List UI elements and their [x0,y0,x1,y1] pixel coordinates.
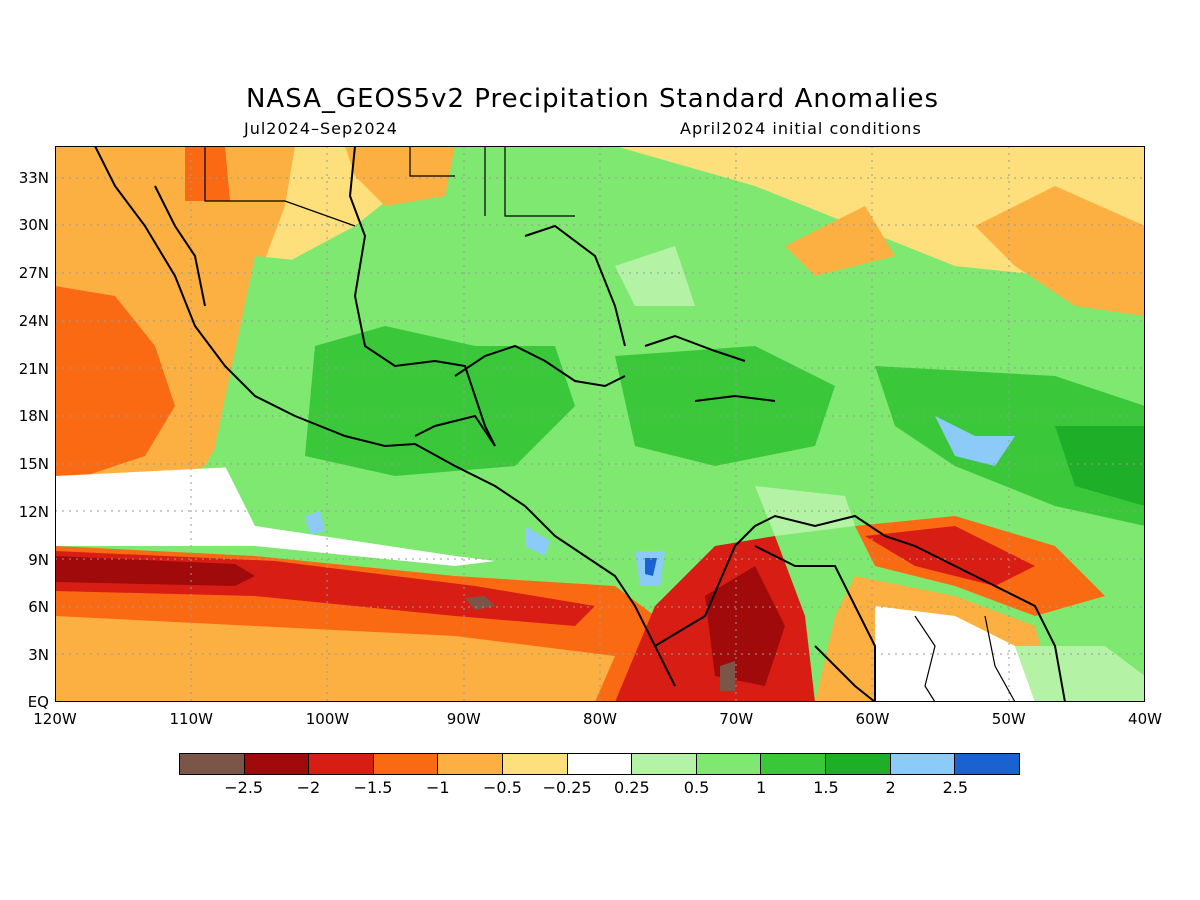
region-brown-colombia [720,661,735,691]
x-tick-label: 80W [583,710,617,728]
anomaly-map [55,146,1145,702]
x-tick-label: 50W [991,710,1026,728]
region-green-dark-2 [615,346,835,466]
colorbar-label: −0.5 [483,778,522,797]
x-tick-label: 120W [33,710,77,728]
colorbar-label: −1 [425,778,450,797]
colorbar-label: −2.5 [224,778,264,797]
region-green-dark-1 [305,326,575,476]
colorbar-swatch [890,754,956,774]
region-dark-orange-west [55,286,175,486]
y-tick-label: 9N [28,551,49,569]
colorbar-swatch [955,754,1019,774]
region-orange-atlantic [975,186,1145,316]
colorbar-label: 0.25 [614,778,650,797]
region-orange-atlantic-2 [785,206,895,276]
initial-conditions: April2024 initial conditions [680,119,922,138]
region-brown-pacific [465,596,495,610]
colorbar-label: 2.5 [942,778,969,797]
y-tick-label: 18N [18,407,49,425]
region-blue-dark-1 [645,558,657,576]
y-tick-label: 15N [18,455,49,473]
y-tick-label: 3N [28,646,49,664]
forecast-period: Jul2024–Sep2024 [244,119,398,138]
y-tick-label: 27N [18,264,49,282]
colorbar-swatch [826,754,891,774]
colorbar-swatch [309,754,374,774]
colorbar-label: 1.5 [813,778,839,797]
colorbar-label: −1.5 [353,778,393,797]
y-tick-label: 24N [18,312,49,330]
region-orange-lower-pacific [55,616,615,702]
y-tick-label: 12N [18,503,49,521]
colorbar [179,753,1020,775]
x-tick-label: 90W [446,710,481,728]
colorbar-swatch [696,754,762,774]
colorbar-label: 0.5 [683,778,710,797]
colorbar-swatch [438,754,504,774]
region-blue-3 [525,526,550,556]
region-white-brazil [875,606,1035,702]
region-light-yellow-north [55,146,1145,366]
x-tick-label: 100W [305,710,350,728]
colorbar-label: 2 [885,778,896,797]
x-tick-label: 70W [719,710,754,728]
colorbar-swatch [761,754,827,774]
colorbar-swatch [503,754,568,774]
colorbar-label: −0.25 [542,778,592,797]
x-tick-label: 110W [169,710,213,728]
y-tick-label: 21N [18,360,49,378]
y-tick-label: 6N [28,598,49,616]
region-darkred-guiana [865,526,1035,586]
coastlines [94,146,1066,702]
region-light-green-1 [615,246,695,306]
colorbar-label: 1 [756,778,767,797]
region-light-green-brazil [1015,646,1145,702]
region-blue-1 [935,416,1015,466]
x-tick-label: 60W [855,710,890,728]
region-darkred-pacific [55,556,255,586]
colorbar-swatch [244,754,310,774]
colorbar-swatch [373,754,439,774]
colorbar-swatch [180,754,245,774]
x-tick-label: 40W [1128,710,1162,728]
colorbar-label: −2 [296,778,321,797]
colorbar-swatch [567,754,633,774]
region-dark-orange-north [185,146,230,201]
anomaly-field [55,146,1145,702]
y-tick-label: 30N [18,216,49,234]
y-tick-label: 33N [18,169,49,187]
region-orange-gulf [345,146,455,206]
region-green-dark-4 [1055,426,1145,506]
region-darkred-colombia [705,566,785,686]
chart-title: NASA_GEOS5v2 Precipitation Standard Anom… [245,84,940,114]
borders [204,146,1016,702]
colorbar-swatch [632,754,697,774]
y-tick-label: EQ [27,693,49,711]
gridlines [55,146,1145,702]
region-blue-2 [305,511,325,534]
